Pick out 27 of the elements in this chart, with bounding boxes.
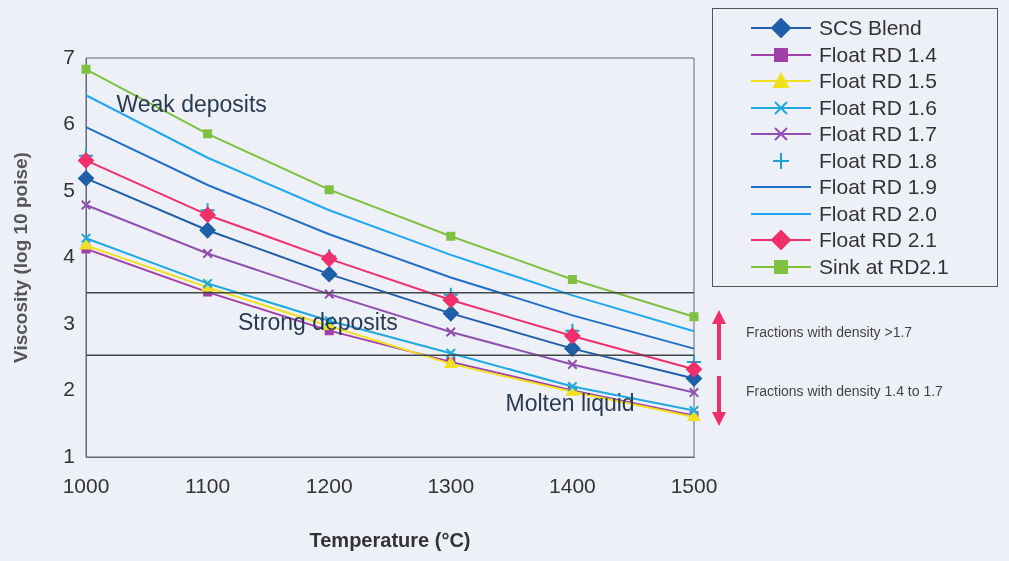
y-tick-label: 7 <box>63 44 75 68</box>
legend-label: Float RD 1.5 <box>819 69 937 94</box>
legend-label: Float RD 2.1 <box>819 228 937 253</box>
y-tick-label: 3 <box>63 310 75 334</box>
y-tick-label: 6 <box>63 111 75 135</box>
x-tick-label: 1100 <box>185 474 231 498</box>
y-tick-label: 2 <box>63 377 75 401</box>
legend-label: SCS Blend <box>819 16 922 41</box>
y-axis-title: Viscosity (log 10 poise) <box>9 152 31 363</box>
legend-label: Float RD 1.6 <box>819 95 937 120</box>
legend-label: Float RD 2.0 <box>819 201 937 226</box>
legend-label: Float RD 1.4 <box>819 42 937 67</box>
x-axis-title: Temperature (°C) <box>309 528 471 551</box>
y-tick-label: 5 <box>63 177 75 201</box>
x-tick-label: 1400 <box>549 474 596 498</box>
y-tick-label: 4 <box>63 244 76 268</box>
x-tick-label: 1500 <box>670 474 718 498</box>
legend-label: Float RD 1.7 <box>819 122 937 147</box>
legend-label: Float RD 1.8 <box>819 148 937 173</box>
text: Fractions with density >1.7 <box>746 323 914 342</box>
x-tick-label: 1000 <box>62 474 110 498</box>
legend-label: Sink at RD2.1 <box>819 254 949 279</box>
y-tick-label: 1 <box>63 443 75 467</box>
text: Fractions with density 1.4 to 1.7 <box>746 382 944 401</box>
legend-label: Float RD 1.9 <box>819 175 937 200</box>
x-tick-label: 1300 <box>427 474 475 498</box>
x-tick-label: 1200 <box>305 474 353 498</box>
